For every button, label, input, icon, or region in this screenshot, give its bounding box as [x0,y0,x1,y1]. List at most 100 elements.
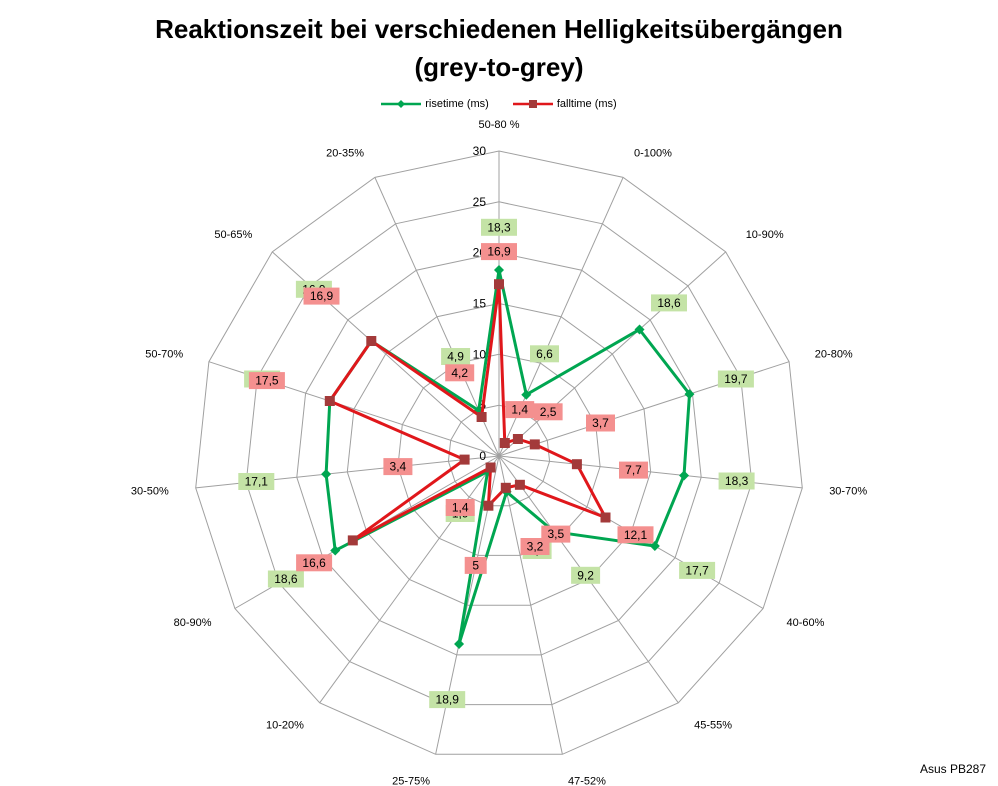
category-label-6: 45-55% [694,720,732,732]
point-falltime-13 [366,336,377,346]
tick-label-25: 25 [473,195,487,209]
point-falltime-7 [500,482,511,493]
data-label-bg-risetime-0 [481,218,517,236]
spoke-7 [498,455,563,755]
data-label-risetime-10: 18,6 [274,572,298,586]
data-label-bg-falltime-13 [303,287,340,305]
data-label-bg-risetime-2 [651,294,687,312]
data-label-bg-risetime-10 [267,570,304,588]
data-label-bg-risetime-8 [429,691,466,709]
data-label-risetime-3: 19,7 [724,372,748,386]
data-label-bg-falltime-0 [481,243,517,261]
legend-label-risetime: risetime (ms) [425,98,489,110]
point-risetime-10 [330,545,341,556]
data-label-falltime-6: 3,5 [547,527,564,541]
point-risetime-11 [321,469,332,480]
point-falltime-11 [459,454,470,465]
point-risetime-1 [521,389,532,400]
data-label-falltime-8: 5 [472,558,479,572]
tick-label-0: 0 [479,449,486,463]
data-label-falltime-7: 3,2 [527,540,544,554]
legend-label-falltime: falltime (ms) [556,98,617,110]
tick-label-30: 30 [473,144,487,158]
data-label-bg-risetime-6 [571,566,601,584]
point-falltime-10 [347,535,358,546]
point-falltime-3 [529,439,540,450]
point-risetime-0 [494,264,504,275]
data-label-bg-falltime-7 [520,538,550,555]
spoke-2 [498,251,727,457]
category-label-4: 30-70% [829,486,867,498]
data-label-bg-falltime-9 [445,499,475,516]
data-label-falltime-14: 4,2 [451,366,468,380]
data-label-falltime-11: 3,4 [390,460,407,474]
chart-title-line-2: (grey-to-grey) [414,52,584,82]
data-label-bg-falltime-14 [445,364,475,382]
data-label-bg-risetime-11 [238,473,275,490]
data-label-risetime-4: 18,3 [725,474,749,488]
point-falltime-5 [600,512,611,523]
category-label-11: 30-50% [131,486,169,498]
grid-ring-15 [346,302,652,606]
point-falltime-6 [514,479,525,490]
legend: risetime (ms) falltime (ms) [0,98,998,110]
data-label-falltime-9: 1,4 [452,501,469,515]
grid-ring-30 [195,150,803,755]
legend-swatch-risetime [381,100,422,108]
legend-item-risetime: risetime (ms) [381,98,489,110]
data-label-falltime-1: 1,4 [511,403,528,417]
data-label-risetime-2: 18,6 [657,296,681,310]
legend-swatch-falltime [512,100,553,108]
data-label-bg-falltime-2 [533,403,563,421]
tick-label-15: 15 [473,297,487,311]
point-falltime-1 [499,438,510,448]
data-label-risetime-14: 4,9 [447,350,464,364]
data-label-bg-falltime-1 [505,401,535,419]
data-label-bg-risetime-1 [530,345,559,363]
data-label-bg-falltime-4 [619,461,648,479]
data-label-bg-risetime-5 [679,561,716,579]
point-risetime-2 [634,324,645,335]
data-label-falltime-13: 16,9 [310,289,334,303]
point-risetime-8 [454,638,465,649]
grid-ring-10 [397,353,601,556]
data-label-bg-falltime-11 [383,458,413,476]
data-label-falltime-12: 17,5 [255,374,279,388]
point-falltime-4 [571,459,582,470]
footnote: Asus PB287 [919,762,986,776]
legend-item-falltime: falltime (ms) [512,98,617,110]
category-label-7: 47-52% [568,776,606,786]
category-label-14: 20-35% [326,148,364,160]
category-label-0: 50-80 % [479,119,520,131]
data-label-bg-falltime-10 [296,554,333,572]
data-label-falltime-5: 12,1 [624,528,648,542]
grid-ring-20 [296,252,702,656]
data-label-bg-falltime-8 [464,556,487,574]
category-label-13: 50-65% [214,229,252,241]
category-label-5: 40-60% [787,617,825,629]
tick-label-10: 10 [473,347,487,361]
point-risetime-5 [649,540,660,551]
category-label-10: 80-90% [174,617,212,629]
data-label-risetime-6: 9,2 [577,568,594,582]
chart-title: Reaktionszeit bei verschiedenen Helligke… [0,10,998,86]
data-label-risetime-8: 18,9 [436,693,460,707]
point-risetime-4 [679,470,690,481]
data-label-falltime-10: 16,6 [302,556,326,570]
data-label-falltime-4: 7,7 [625,463,642,477]
data-label-risetime-5: 17,7 [685,563,709,577]
category-label-8: 25-75% [392,776,430,786]
data-label-falltime-2: 2,5 [540,405,557,419]
category-label-3: 20-80% [815,348,853,360]
data-label-bg-risetime-4 [718,472,755,490]
point-falltime-14 [476,412,487,422]
chart-title-line-1: Reaktionszeit bei verschiedenen Helligke… [155,14,843,44]
data-label-bg-falltime-12 [248,372,285,390]
point-falltime-0 [494,279,504,290]
grid-ring-5 [447,404,551,507]
point-falltime-2 [512,434,523,444]
data-label-risetime-0: 18,3 [487,220,511,234]
data-label-bg-risetime-14 [441,348,471,365]
point-falltime-8 [483,500,494,511]
